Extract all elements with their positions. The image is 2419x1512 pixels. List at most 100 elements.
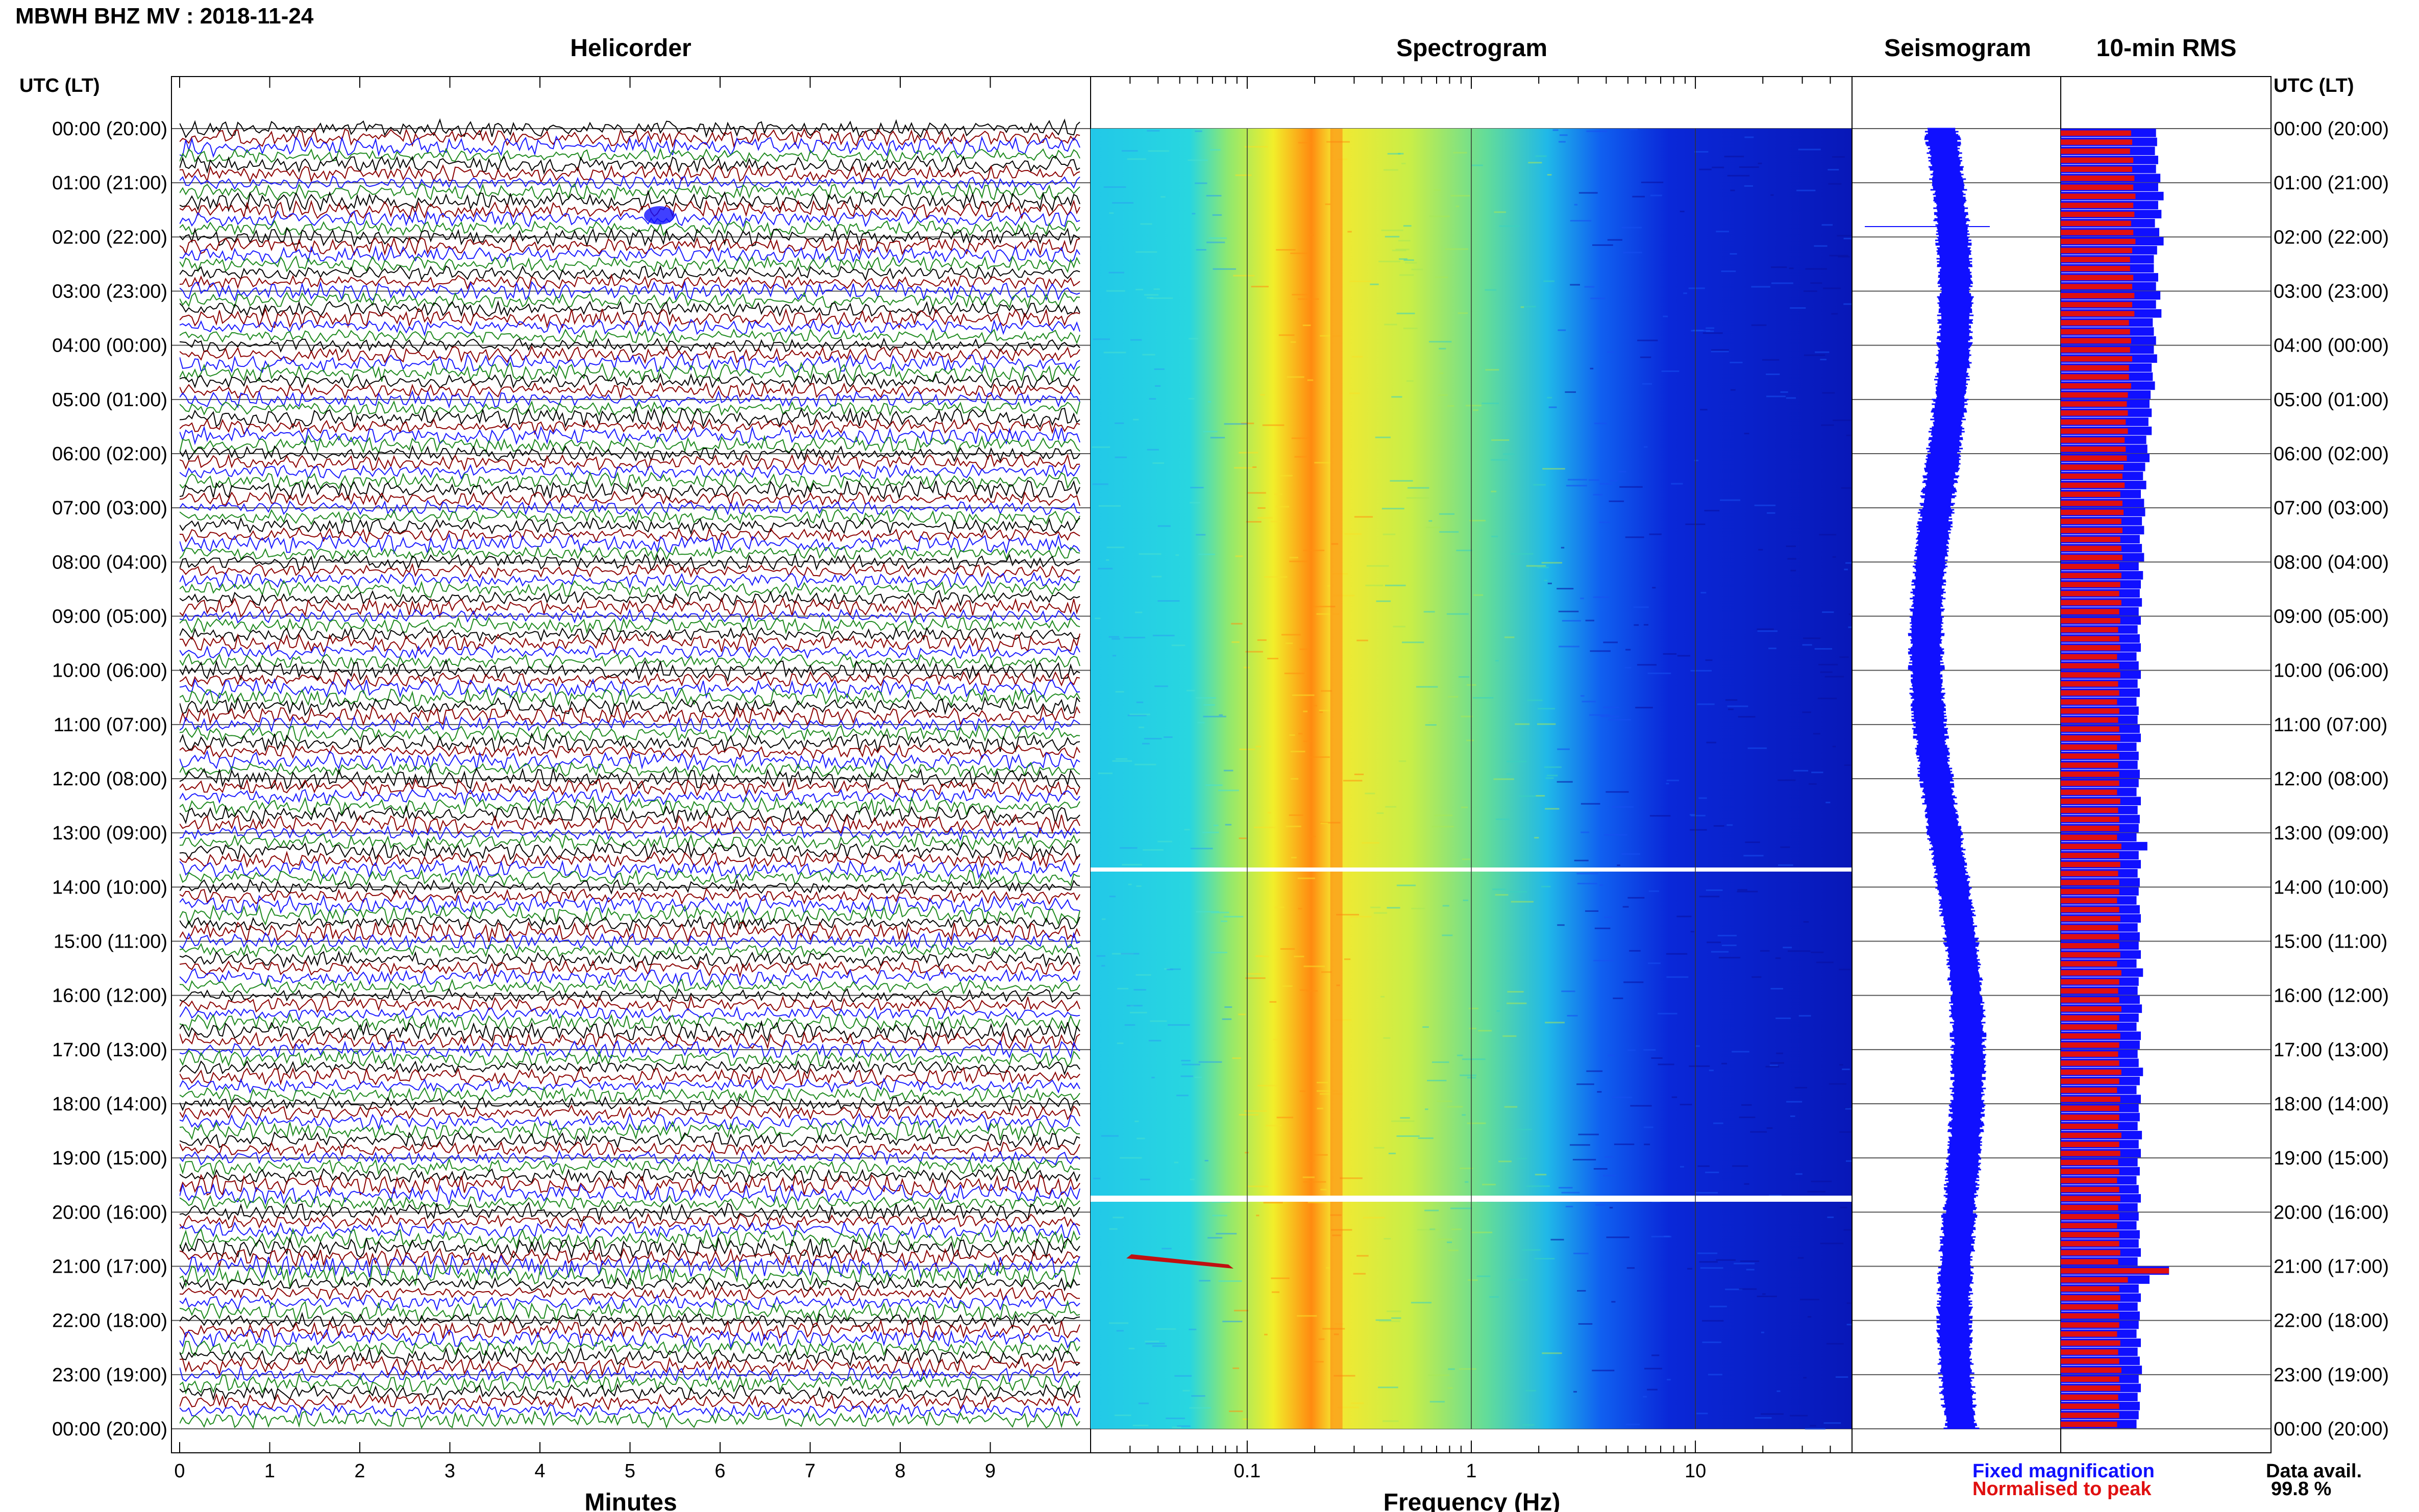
spectrogram-noise [1375, 436, 1391, 438]
spectrogram-noise [1607, 351, 1615, 353]
spectrogram-noise [1298, 733, 1303, 735]
spectrogram-noise [1192, 213, 1196, 215]
spectrogram-noise [1381, 508, 1404, 510]
spectrogram-noise [1593, 596, 1609, 598]
helicorder-trace-row [180, 1006, 1080, 1022]
spectrogram-noise [1559, 134, 1568, 136]
rms-bar-normalised [2061, 771, 2119, 777]
rms-bar-normalised [2061, 518, 2121, 525]
helicorder-trace-row [180, 887, 1080, 905]
spectrogram-noise [1136, 885, 1142, 887]
rms-bar-normalised [2061, 1051, 2118, 1057]
spectrogram-noise [1459, 1368, 1476, 1370]
rms-bar-normalised [2061, 536, 2120, 542]
rms-bar-normalised [2061, 645, 2120, 651]
spectrogram-noise [1224, 1006, 1232, 1008]
time-tick-right: 15:00 (11:00) [2274, 931, 2387, 953]
spectrogram-noise [1699, 1261, 1718, 1263]
rms-bar-normalised [2061, 871, 2118, 877]
spectrogram-noise [1695, 1192, 1718, 1194]
time-tick-right: 22:00 (18:00) [2274, 1310, 2389, 1332]
spectrogram-noise [1406, 497, 1429, 499]
spectrogram-noise [1168, 1024, 1190, 1026]
spectrogram-noise [1707, 941, 1721, 944]
spectrogram-noise [1223, 770, 1233, 772]
spectrogram-noise [1343, 780, 1363, 782]
spectrogram-noise [1577, 1290, 1586, 1292]
spectrogram-noise [1195, 182, 1207, 184]
spectrogram-noise [1744, 185, 1753, 187]
helicorder-trace-row [180, 1247, 1080, 1268]
spectrogram-noise [1115, 456, 1127, 458]
spectrogram-noise [1290, 751, 1305, 753]
time-tick-right: 00:00 (20:00) [2274, 1419, 2389, 1440]
rms-bar-normalised [2061, 1213, 2119, 1220]
spectrogram-noise [1593, 1168, 1608, 1170]
spectrogram-noise [1814, 648, 1833, 650]
helicorder-trace-row [180, 1285, 1080, 1302]
spectrogram-noise [1190, 487, 1204, 489]
spectrogram-noise [1144, 294, 1159, 296]
rms-bar-normalised [2061, 1421, 2117, 1427]
spectrogram-noise [1605, 1156, 1614, 1158]
rms-bar-normalised [2061, 590, 2119, 597]
spectrogram-noise [1289, 814, 1303, 816]
spectrogram-noise [1609, 500, 1624, 502]
spectrogram-noise [1290, 252, 1309, 254]
spectrogram-noise [1617, 864, 1620, 866]
spectrogram-noise [1652, 587, 1656, 589]
spectrogram-noise [1447, 1106, 1463, 1108]
spectrogram-noise [1492, 888, 1506, 890]
rms-bar-normalised [2061, 708, 2119, 714]
spectrogram-noise [1225, 824, 1232, 826]
spectrogram-noise [1828, 183, 1842, 185]
helicorder-trace-row [180, 633, 1080, 654]
spectrogram-noise [1651, 1354, 1660, 1356]
rms-bar-normalised [2061, 1322, 2119, 1328]
spectrogram-noise [1235, 555, 1243, 557]
spectrogram-noise [1129, 1011, 1147, 1013]
helicorder-trace-row [180, 1319, 1080, 1341]
helicorder-trace-row [180, 219, 1080, 237]
spectrogram-noise [1595, 1204, 1606, 1206]
helicorder-trace-row [180, 508, 1080, 526]
helicorder-trace-row [180, 1157, 1080, 1176]
time-tick-left: 00:00 (20:00) [52, 118, 167, 140]
spectrogram-noise [1623, 981, 1644, 983]
helicorder-trace-row [180, 406, 1080, 429]
spectrogram-noise [1438, 394, 1448, 396]
spectrogram-noise [1607, 239, 1622, 241]
rms-bar-normalised [2061, 1178, 2117, 1183]
spectrogram-noise [1844, 568, 1848, 571]
spectrogram-peak-band [1330, 129, 1343, 1429]
spectrogram-noise [1790, 1115, 1795, 1117]
spectrogram-noise [1401, 162, 1406, 164]
time-tick-left: 23:00 (19:00) [52, 1365, 167, 1386]
spectrogram-noise [1793, 770, 1809, 772]
spectrogram-noise [1098, 567, 1113, 569]
helicorder-trace-row [180, 155, 1080, 175]
time-tick-left: 03:00 (23:00) [52, 281, 167, 303]
helicorder-trace-row [180, 210, 1080, 228]
helicorder-tick-label: 2 [354, 1460, 365, 1482]
spectrogram-noise [1751, 324, 1767, 326]
spectrogram-noise [1495, 660, 1499, 662]
spectrogram-noise [1576, 1083, 1594, 1085]
spectrogram-noise [1547, 174, 1552, 176]
spectrogram-noise [1516, 1128, 1532, 1130]
spectrogram-noise [1290, 778, 1299, 780]
spectrogram-noise [1207, 1237, 1223, 1239]
spectrogram-noise [1306, 990, 1318, 992]
spectrogram-noise [1627, 1049, 1636, 1051]
helicorder-trace-row [180, 1328, 1080, 1349]
spectrogram-noise [1757, 630, 1778, 632]
spectrogram-noise [1697, 1165, 1710, 1167]
spectrogram-noise [1319, 709, 1331, 711]
time-tick-right: 16:00 (12:00) [2274, 985, 2389, 1007]
spectrogram-noise [1112, 655, 1116, 657]
spectrogram-noise [1648, 962, 1661, 964]
spectrogram-noise [1124, 1024, 1136, 1026]
spectrogram-noise [1720, 499, 1741, 501]
rms-bar-normalised [2061, 184, 2134, 190]
spectrogram-noise [1642, 1396, 1647, 1398]
